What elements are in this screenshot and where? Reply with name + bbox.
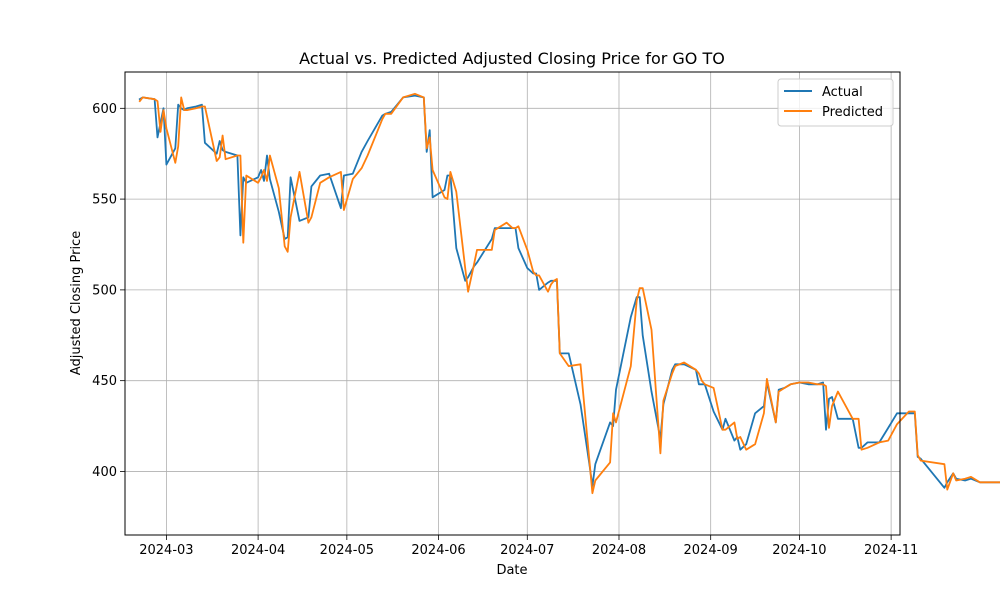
x-tick-label: 2024-07 bbox=[500, 543, 554, 558]
y-tick-label: 600 bbox=[92, 102, 117, 117]
x-tick-label: 2024-08 bbox=[592, 543, 646, 558]
legend-label-actual: Actual bbox=[822, 85, 863, 100]
chart-title: Actual vs. Predicted Adjusted Closing Pr… bbox=[299, 49, 725, 68]
y-tick-label: 550 bbox=[92, 193, 117, 208]
x-tick-label: 2024-04 bbox=[231, 543, 285, 558]
grid-lines bbox=[125, 72, 900, 535]
y-tick-label: 500 bbox=[92, 283, 117, 298]
y-axis-ticks: 400 450 500 550 600 bbox=[92, 102, 125, 480]
series-line-predicted bbox=[138, 92, 1000, 495]
series-lines bbox=[138, 92, 1000, 495]
x-tick-label: 2024-11 bbox=[864, 543, 918, 558]
x-tick-label: 2024-05 bbox=[320, 543, 374, 558]
x-tick-label: 2024-09 bbox=[684, 543, 738, 558]
x-tick-label: 2024-03 bbox=[139, 543, 193, 558]
x-axis-ticks: 2024-03 2024-04 2024-05 2024-06 2024-07 2024-… bbox=[139, 535, 918, 558]
x-tick-label: 2024-06 bbox=[411, 543, 465, 558]
legend: Actual Predicted bbox=[777, 78, 894, 127]
y-tick-label: 450 bbox=[92, 374, 117, 389]
plot-frame bbox=[124, 71, 901, 536]
y-tick-label: 400 bbox=[92, 465, 117, 480]
y-axis-label: Adjusted Closing Price bbox=[69, 231, 84, 375]
x-tick-label: 2024-10 bbox=[772, 543, 826, 558]
x-axis-label: Date bbox=[496, 563, 527, 578]
legend-label-predicted: Predicted bbox=[822, 105, 883, 120]
